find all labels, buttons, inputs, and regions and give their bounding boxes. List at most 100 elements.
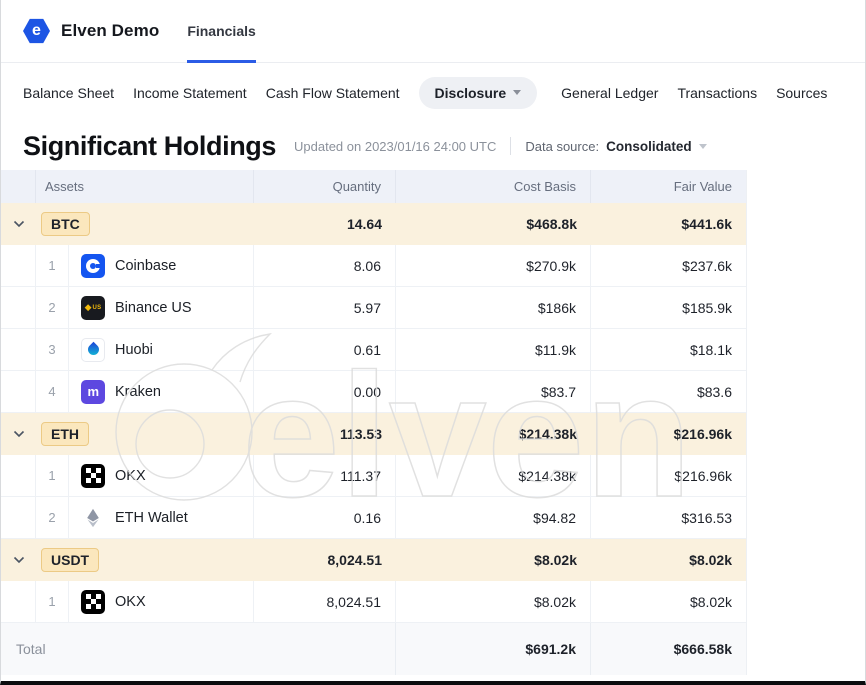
cost-basis-value: $83.7 (396, 371, 591, 412)
cost-basis-value: $270.9k (396, 245, 591, 286)
row-index: 3 (36, 329, 69, 370)
asset-name: Huobi (115, 341, 153, 358)
brand-name: Elven Demo (61, 21, 160, 40)
nav-balance-sheet[interactable]: Balance Sheet (23, 84, 115, 101)
table-row-eth-wallet: 2 ETH Wallet 0.16 $94.82 $316.53 (1, 497, 746, 539)
cost-basis-value: $11.9k (396, 329, 591, 370)
fair-value: $237.6k (682, 257, 732, 274)
top-bar: e Elven Demo Financials (1, 0, 865, 63)
row-index: 1 (36, 581, 69, 622)
table-row-huobi: 3 Huobi 0.61 $11.9k $18.1k (1, 329, 746, 371)
fair-value: $185.9k (682, 299, 732, 316)
asset-name: ETH Wallet (115, 509, 188, 526)
table-row-group-eth[interactable]: ETH 113.53 $214.38k $216.96k (1, 413, 746, 455)
kraken-icon: m (81, 379, 105, 404)
cost-basis-value: $214.38k (518, 426, 577, 442)
okx-icon (81, 589, 105, 614)
chevron-down-icon[interactable] (13, 220, 25, 228)
total-label: Total (1, 623, 396, 675)
col-cost-basis: Cost Basis (396, 170, 591, 203)
chevron-down-icon[interactable] (13, 556, 25, 564)
fair-value: $18.1k (689, 341, 732, 358)
cost-basis-value: $214.38k (396, 455, 591, 496)
table-row-group-btc[interactable]: BTC 14.64 $468.8k $441.6k (1, 203, 746, 245)
table-header-row: Assets Quantity Cost Basis Fair Value (1, 170, 746, 203)
col-quantity: Quantity (254, 170, 396, 203)
quantity-value: 0.61 (254, 329, 396, 370)
nav-cash-flow-statement[interactable]: Cash Flow Statement (265, 84, 400, 101)
cost-basis-value: $8.02k (396, 581, 591, 622)
quantity-value: 8,024.51 (327, 552, 383, 568)
table-row-okx-eth: 1 OKX 111.37 $214.38k $216.96k (1, 455, 746, 497)
asset-badge: BTC (41, 212, 90, 236)
nav-sources[interactable]: Sources (776, 84, 828, 101)
data-source-label: Data source: (525, 138, 600, 154)
row-index: 2 (36, 497, 69, 538)
chevron-down-icon (513, 90, 522, 95)
chevron-down-icon[interactable] (13, 430, 25, 438)
fair-value: $216.96k (673, 426, 732, 442)
page-header: Significant Holdings Updated on 2023/01/… (1, 122, 865, 170)
asset-name: OKX (115, 467, 146, 484)
cost-basis-value: $8.02k (534, 552, 577, 568)
total-fair-value: $666.58k (673, 641, 732, 657)
fair-value: $8.02k (689, 552, 732, 568)
quantity-value: 8,024.51 (254, 581, 396, 622)
fair-value: $316.53 (681, 509, 732, 526)
data-source-value[interactable]: Consolidated (606, 138, 692, 154)
table-row-binance-us: 2 ◆ US Binance US 5.97 $186k $185.9k (1, 287, 746, 329)
eth-wallet-icon (81, 506, 105, 530)
quantity-value: 8.06 (254, 245, 396, 286)
asset-badge: USDT (41, 548, 100, 572)
col-assets: Assets (36, 170, 254, 203)
report-nav: Balance Sheet Income Statement Cash Flow… (1, 63, 865, 122)
huobi-icon (81, 337, 105, 362)
table-row-group-usdt[interactable]: USDT 8,024.51 $8.02k $8.02k (1, 539, 746, 581)
chevron-down-icon[interactable] (698, 143, 707, 149)
asset-name: Binance US (115, 299, 192, 316)
binance-us-icon: ◆ US (81, 295, 105, 320)
cost-basis-value: $94.82 (396, 497, 591, 538)
fair-value: $441.6k (681, 216, 732, 232)
quantity-value: 113.53 (339, 426, 382, 442)
nav-income-statement[interactable]: Income Statement (133, 84, 247, 101)
quantity-value: 14.64 (346, 216, 382, 232)
table-total-row: Total $691.2k $666.58k (1, 623, 746, 675)
asset-name: Kraken (115, 383, 161, 400)
quantity-value: 111.37 (254, 455, 396, 496)
total-cost-basis: $691.2k (396, 623, 591, 675)
row-index: 1 (36, 455, 69, 496)
row-index: 2 (36, 287, 69, 328)
table-row-coinbase: 1 Coinbase 8.06 $270.9k $237.6k (1, 245, 746, 287)
nav-transactions[interactable]: Transactions (677, 84, 758, 101)
nav-disclosure-label: Disclosure (434, 84, 507, 101)
tab-financials[interactable]: Financials (187, 0, 257, 63)
fair-value: $8.02k (689, 593, 732, 610)
okx-icon (81, 463, 105, 488)
cost-basis-value: $186k (396, 287, 591, 328)
updated-timestamp: Updated on 2023/01/16 24:00 UTC (294, 138, 497, 154)
asset-name: OKX (115, 593, 146, 610)
row-index: 4 (36, 371, 69, 412)
quantity-value: 5.97 (254, 287, 396, 328)
quantity-value: 0.16 (254, 497, 396, 538)
fair-value: $216.96k (674, 467, 732, 484)
expander-column-header (1, 170, 36, 203)
cost-basis-value: $468.8k (526, 216, 577, 232)
col-fair-value: Fair Value (673, 179, 732, 194)
page-title: Significant Holdings (23, 130, 276, 161)
elven-logo-icon: e (23, 18, 50, 44)
quantity-value: 0.00 (254, 371, 396, 412)
asset-name: Coinbase (115, 257, 177, 274)
holdings-table: Assets Quantity Cost Basis Fair Value BT… (1, 170, 747, 675)
fair-value: $83.6 (696, 383, 732, 400)
coinbase-icon (81, 253, 105, 278)
table-row-okx-usdt: 1 OKX 8,024.51 $8.02k $8.02k (1, 581, 746, 623)
nav-general-ledger[interactable]: General Ledger (561, 84, 659, 101)
header-divider (510, 137, 512, 155)
nav-disclosure-dropdown[interactable]: Disclosure (418, 76, 538, 109)
row-index: 1 (36, 245, 69, 286)
asset-badge: ETH (41, 422, 89, 446)
table-row-kraken: 4 m Kraken 0.00 $83.7 $83.6 (1, 371, 746, 413)
